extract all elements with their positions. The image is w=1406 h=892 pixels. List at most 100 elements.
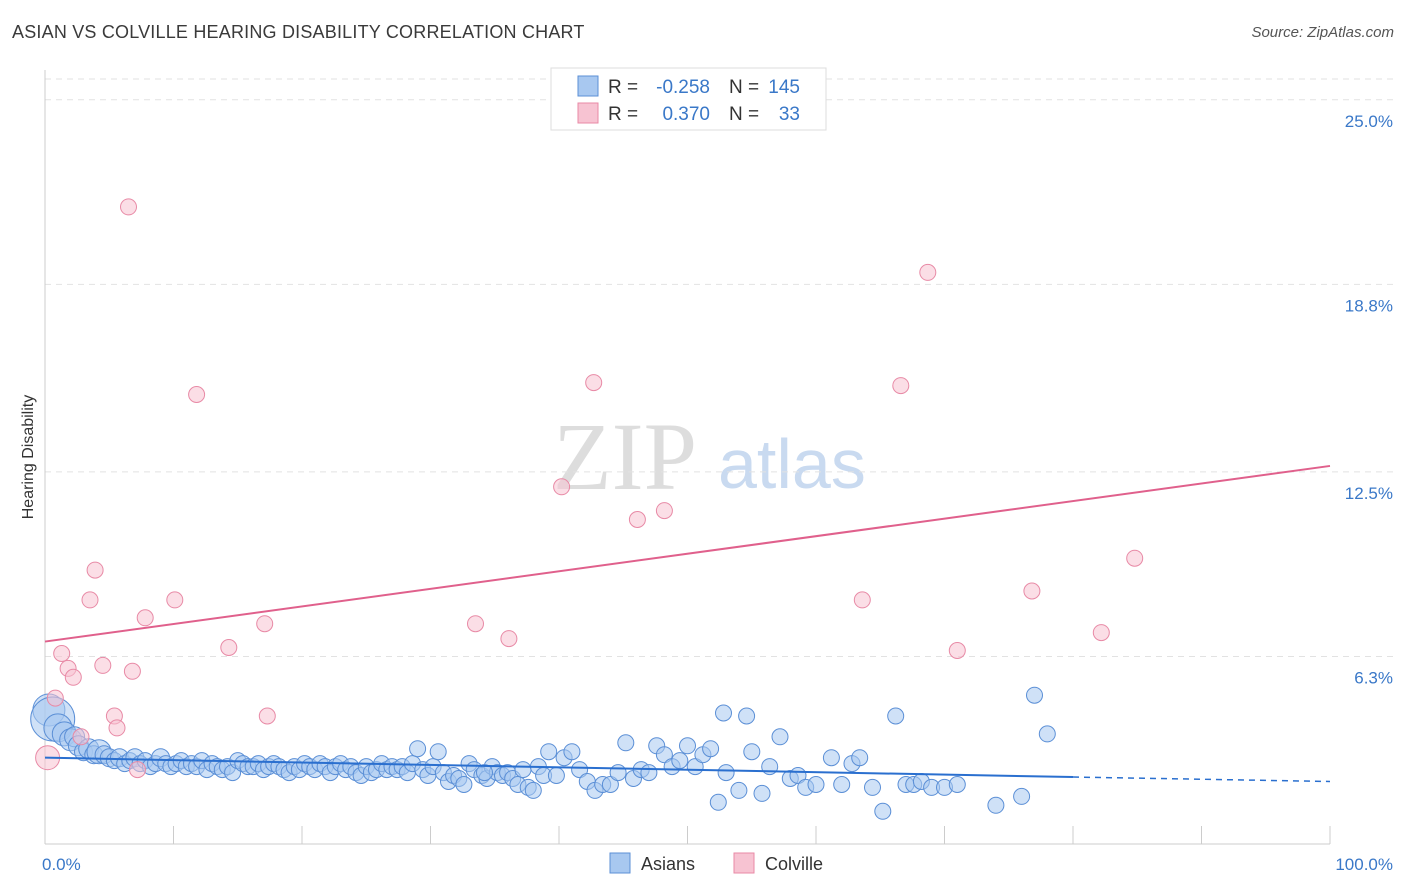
legend-r-label-colville: R =	[608, 104, 638, 125]
trend-lines	[44, 464, 1331, 783]
asians-point	[874, 802, 892, 820]
colville-point	[853, 591, 871, 609]
colville-point	[129, 761, 146, 779]
asians-point	[524, 781, 542, 799]
legend-r-value-colville: 0.370	[662, 104, 710, 125]
asians-point	[571, 761, 589, 779]
asians-point	[822, 749, 840, 767]
asians-point	[864, 778, 881, 796]
colville-point	[892, 377, 910, 395]
asians-point	[514, 761, 532, 779]
colville-point	[467, 615, 484, 633]
colville-point	[53, 645, 71, 662]
asians-point	[715, 704, 732, 722]
watermark-zip: ZIP	[553, 403, 697, 510]
asians-point	[987, 796, 1005, 814]
asians-point	[609, 764, 627, 782]
legend-n-value-colville: 33	[779, 104, 800, 125]
asians-point	[771, 728, 789, 746]
legend-box: R = -0.258 N = 145 R = 0.370 N = 33	[550, 67, 827, 131]
grid-lines	[45, 78, 1394, 657]
bottom-legend-label-colville: Colville	[765, 854, 823, 874]
colville-point	[1023, 582, 1041, 600]
colville-point	[81, 591, 99, 609]
legend-swatch-colville	[577, 102, 599, 124]
colville-point	[86, 561, 104, 579]
colville-point	[585, 374, 603, 392]
asians-point	[851, 749, 869, 767]
colville-trend-line	[44, 464, 1331, 643]
colville-point	[258, 707, 276, 725]
legend-r-value-asians: -0.258	[656, 77, 710, 98]
asians-point	[1013, 787, 1031, 805]
colville-point	[919, 263, 937, 281]
y-tick-label: 6.3%	[1354, 668, 1393, 687]
y-tick-label: 12.5%	[1345, 484, 1393, 503]
asians-point	[409, 740, 427, 758]
asians-point	[887, 707, 905, 725]
asians-point	[948, 776, 966, 793]
colville-point	[655, 502, 673, 520]
x-tick-labels: 0.0% 100.0%	[42, 855, 1393, 874]
asians-point	[640, 764, 658, 782]
asians-point	[671, 752, 689, 770]
asians-point	[753, 784, 771, 802]
asians-point	[547, 767, 565, 784]
colville-point	[256, 615, 274, 633]
colville-point	[628, 511, 646, 528]
colville-point	[1092, 624, 1110, 642]
asians-point	[617, 734, 635, 752]
y-tick-labels: 25.0% 18.8% 12.5% 6.3%	[1345, 112, 1393, 688]
legend-n-label-asians: N =	[729, 77, 759, 98]
source-label: Source: ZipAtlas.com	[1251, 24, 1394, 41]
asians-point	[738, 707, 756, 725]
colville-point	[108, 719, 126, 737]
chart-title: ASIAN VS COLVILLE HEARING DISABILITY COR…	[12, 22, 585, 42]
y-tick-label: 25.0%	[1345, 112, 1393, 131]
y-axis-title: Hearing Disability	[20, 395, 37, 520]
series-colville	[35, 198, 1144, 779]
colville-point	[553, 478, 571, 496]
asians-point	[1026, 686, 1043, 704]
colville-point	[64, 668, 82, 686]
x-axis-ticks	[44, 826, 1331, 844]
bottom-legend-swatch-asians	[609, 852, 631, 874]
colville-point	[46, 689, 64, 707]
x-tick-label: 100.0%	[1335, 855, 1393, 874]
colville-point	[123, 662, 141, 680]
colville-point	[220, 639, 238, 656]
asians-point	[679, 737, 696, 755]
asians-point	[429, 743, 447, 761]
bottom-legend-label-asians: Asians	[641, 854, 695, 874]
watermark-atlas: atlas	[718, 425, 866, 503]
asians-trend-line	[44, 756, 1074, 779]
colville-point	[120, 198, 137, 216]
asians-point	[807, 776, 825, 793]
legend-r-label-asians: R =	[608, 77, 638, 98]
bottom-legend-swatch-colville	[733, 852, 755, 874]
legend-n-label-colville: N =	[729, 104, 759, 125]
asians-point	[743, 743, 761, 761]
y-tick-label: 18.8%	[1345, 296, 1393, 315]
asians-point	[833, 776, 851, 793]
asians-point	[702, 740, 720, 758]
colville-point	[166, 591, 184, 609]
asians-point	[709, 793, 727, 811]
asians-point	[730, 781, 748, 799]
colville-point	[72, 728, 90, 746]
colville-point	[500, 630, 518, 648]
data-points	[30, 198, 1144, 820]
series-asians	[30, 686, 1056, 820]
colville-point	[1126, 549, 1144, 567]
asians-point	[655, 746, 673, 764]
asians-trend-extension	[1072, 776, 1331, 783]
legend-swatch-asians	[577, 75, 599, 97]
legend-n-value-asians: 145	[768, 77, 800, 98]
colville-point	[136, 609, 154, 627]
asians-point	[563, 743, 581, 761]
x-tick-label: 0.0%	[42, 855, 81, 874]
colville-point	[948, 642, 966, 659]
asians-point	[476, 764, 493, 782]
asians-point	[1038, 725, 1056, 743]
